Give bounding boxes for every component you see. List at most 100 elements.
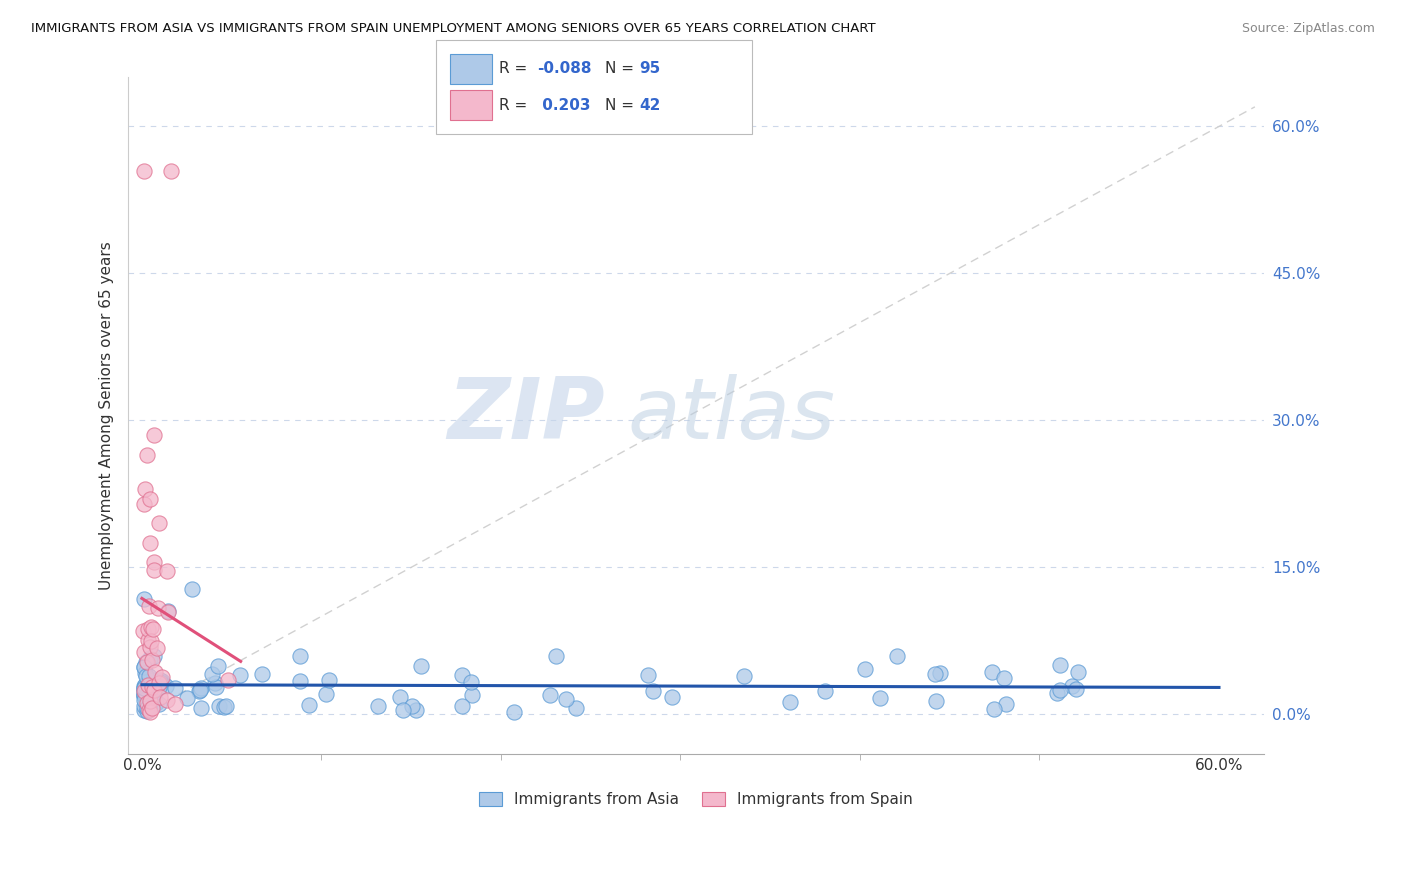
Point <box>150 670 173 684</box>
Point <box>141 680 163 694</box>
Point <box>201 667 224 681</box>
Point <box>554 691 576 706</box>
Point <box>367 699 389 714</box>
Point <box>925 694 948 708</box>
Point <box>461 688 484 702</box>
Point <box>138 700 160 714</box>
Text: 42: 42 <box>640 98 661 112</box>
Point <box>451 698 474 713</box>
Point <box>661 690 683 704</box>
Point <box>389 690 412 704</box>
Point <box>132 685 155 699</box>
Point <box>298 698 321 712</box>
Point <box>132 681 155 695</box>
Point <box>132 591 155 606</box>
Point <box>204 676 226 690</box>
Point <box>139 651 162 665</box>
Text: N =: N = <box>605 62 638 76</box>
Text: ZIP: ZIP <box>447 374 605 457</box>
Point <box>148 516 170 531</box>
Point <box>207 659 229 673</box>
Point <box>215 699 238 714</box>
Point <box>315 687 337 701</box>
Point <box>733 669 755 683</box>
Point <box>163 697 186 711</box>
Point <box>1060 679 1083 693</box>
Point <box>208 699 231 714</box>
Point <box>181 582 204 596</box>
Point <box>155 680 177 694</box>
Point <box>132 163 155 178</box>
Point <box>138 703 160 717</box>
Point <box>451 668 474 682</box>
Point <box>148 675 170 690</box>
Point <box>146 679 169 693</box>
Point <box>643 684 665 698</box>
Point <box>132 688 155 702</box>
Point <box>149 675 172 690</box>
Point <box>1049 682 1071 697</box>
Y-axis label: Unemployment Among Seniors over 65 years: Unemployment Among Seniors over 65 years <box>100 241 114 590</box>
Point <box>142 683 165 698</box>
Point <box>146 640 169 655</box>
Point <box>205 680 228 694</box>
Point <box>146 600 169 615</box>
Point <box>190 681 212 695</box>
Point <box>1066 681 1088 696</box>
Point <box>176 691 198 706</box>
Point <box>392 703 415 717</box>
Point <box>855 662 877 676</box>
Point <box>142 563 165 577</box>
Point <box>1067 665 1090 679</box>
Point <box>139 694 162 708</box>
Point <box>139 536 162 550</box>
Point <box>132 683 155 698</box>
Text: Source: ZipAtlas.com: Source: ZipAtlas.com <box>1241 22 1375 36</box>
Point <box>409 659 432 673</box>
Point <box>134 693 156 707</box>
Point <box>135 448 157 462</box>
Point <box>142 622 165 636</box>
Point <box>135 655 157 669</box>
Point <box>141 634 163 648</box>
Point <box>565 701 588 715</box>
Point <box>132 688 155 702</box>
Point <box>132 703 155 717</box>
Point <box>135 701 157 715</box>
Point <box>1049 658 1071 673</box>
Point <box>160 163 183 178</box>
Point <box>134 678 156 692</box>
Text: R =: R = <box>499 62 533 76</box>
Point <box>190 701 212 715</box>
Point <box>132 681 155 695</box>
Point <box>132 682 155 697</box>
Point <box>139 619 162 633</box>
Point <box>132 689 155 703</box>
Point <box>288 648 311 663</box>
Point <box>134 645 156 659</box>
Text: IMMIGRANTS FROM ASIA VS IMMIGRANTS FROM SPAIN UNEMPLOYMENT AMONG SENIORS OVER 65: IMMIGRANTS FROM ASIA VS IMMIGRANTS FROM … <box>31 22 876 36</box>
Point <box>139 706 162 720</box>
Point <box>134 482 156 496</box>
Point <box>149 673 172 688</box>
Point <box>138 599 160 613</box>
Point <box>148 680 170 694</box>
Point <box>141 701 163 715</box>
Point <box>145 696 167 710</box>
Point <box>544 648 567 663</box>
Text: 95: 95 <box>640 62 661 76</box>
Point <box>538 688 561 702</box>
Point <box>156 605 179 619</box>
Point <box>229 668 252 682</box>
Text: -0.088: -0.088 <box>537 62 592 76</box>
Point <box>142 648 165 663</box>
Point <box>135 705 157 719</box>
Point <box>401 698 423 713</box>
Point <box>993 671 1015 685</box>
Point <box>165 681 187 696</box>
Point <box>929 666 952 681</box>
Point <box>460 675 482 690</box>
Point <box>212 700 235 714</box>
Point <box>132 624 155 638</box>
Point <box>886 648 908 663</box>
